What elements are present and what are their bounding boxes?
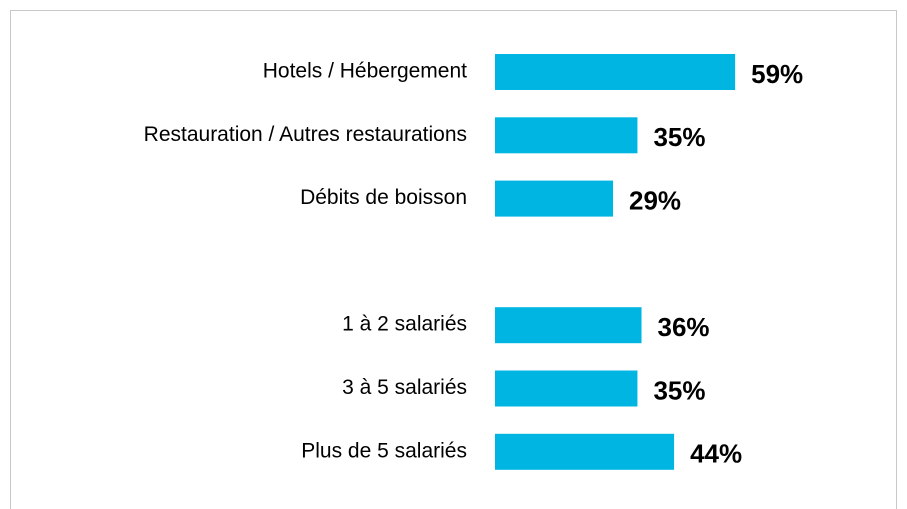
bar	[495, 307, 642, 344]
value-label: 35%	[653, 375, 705, 405]
value-label: 36%	[658, 312, 710, 342]
value-label: 44%	[690, 439, 742, 469]
category-label: Hotels / Hébergement	[263, 60, 467, 83]
category-label: 3 à 5 salariés	[342, 376, 467, 399]
value-label: 59%	[751, 59, 803, 89]
category-label: Plus de 5 salariés	[301, 439, 467, 462]
category-label: 1 à 2 salariés	[342, 313, 467, 336]
value-label: 29%	[629, 185, 681, 215]
bar	[495, 54, 736, 90]
bar	[495, 433, 675, 470]
frame	[10, 10, 897, 509]
value-label: 35%	[653, 122, 705, 152]
bar	[495, 370, 638, 407]
category-label: Restauration / Autres restaurations	[144, 123, 467, 146]
bar	[495, 180, 614, 217]
bar	[495, 117, 638, 154]
category-label: Débits de boisson	[300, 186, 467, 209]
